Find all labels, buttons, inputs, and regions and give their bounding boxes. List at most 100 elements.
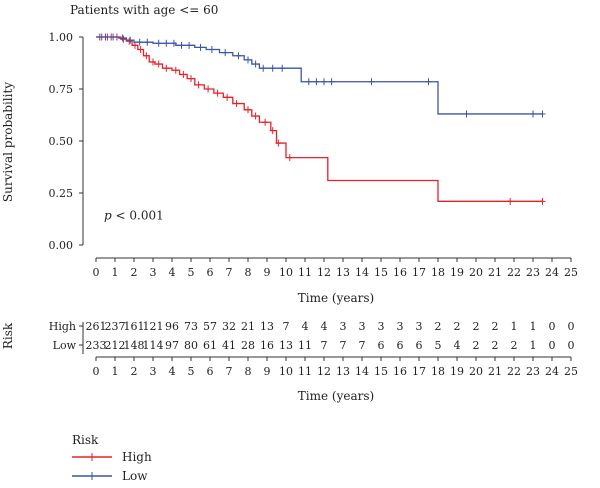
risk-cell: 7 [321, 339, 328, 352]
risk-x-tick-label: 10 [279, 365, 293, 378]
censor-mark-high [205, 85, 212, 93]
x-tick-label: 23 [526, 266, 540, 279]
risk-cell: 212 [105, 339, 126, 352]
censor-mark-high [195, 81, 202, 89]
risk-cell: 16 [260, 339, 274, 352]
x-tick-label: 16 [393, 266, 407, 279]
risk-cell: 61 [203, 339, 217, 352]
legend-entry-high: High [72, 450, 152, 464]
censor-mark-low [208, 45, 215, 53]
risk-cell: 21 [241, 320, 255, 333]
risk-cell: 0 [568, 320, 575, 333]
risk-cell: 2 [492, 320, 499, 333]
risk-x-tick-label: 11 [298, 365, 312, 378]
censor-mark-high [188, 75, 194, 83]
x-tick-label: 13 [336, 266, 350, 279]
censor-mark-low [222, 49, 229, 57]
x-tick-label: 10 [279, 266, 293, 279]
risk-x-tick-label: 3 [150, 365, 157, 378]
x-tick-label: 24 [545, 266, 559, 279]
censor-mark-high [155, 60, 162, 68]
p-value-annotation: p < 0.001 [104, 208, 164, 222]
x-tick-label: 4 [169, 266, 176, 279]
censor-mark-low [155, 39, 162, 47]
x-tick-label: 0 [93, 266, 100, 279]
risk-cell: 6 [397, 339, 404, 352]
risk-x-tick-label: 21 [488, 365, 502, 378]
risk-x-tick-label: 19 [450, 365, 464, 378]
risk-x-tick-label: 9 [264, 365, 271, 378]
risk-x-tick-label: 8 [245, 365, 252, 378]
p-label: p [104, 208, 112, 222]
risk-cell: 5 [435, 339, 442, 352]
censor-mark-high [143, 52, 150, 60]
risk-x-axis-label: Time (years) [298, 389, 374, 403]
x-axis: 0 1 2 3 4 5 6 7 8 9 10 11 12 13 14 15 16 17 18 19 20 21 22 23 24… [93, 257, 578, 279]
censor-mark-high [286, 154, 293, 162]
risk-cell: 32 [222, 320, 236, 333]
censor-mark-high [245, 106, 251, 114]
x-tick-label: 12 [317, 266, 331, 279]
risk-x-tick-label: 25 [564, 365, 578, 378]
risk-x-tick-label: 24 [545, 365, 559, 378]
risk-cell: 4 [321, 320, 328, 333]
censor-mark-low [186, 41, 193, 49]
risk-cell: 4 [302, 320, 309, 333]
risk-cell: 3 [416, 320, 423, 333]
x-tick-label: 5 [188, 266, 195, 279]
x-tick-label: 25 [564, 266, 578, 279]
censor-mark-low [245, 56, 251, 64]
risk-cell: 0 [549, 320, 556, 333]
censor-mark-high [252, 112, 259, 120]
censor-mark-low [279, 64, 286, 72]
y-tick-label: 0.50 [49, 135, 74, 148]
legend: Risk High Low [72, 433, 152, 483]
risk-x-tick-label: 7 [226, 365, 233, 378]
risk-x-tick-label: 0 [93, 365, 100, 378]
x-tick-label: 7 [226, 266, 233, 279]
risk-cell: 0 [549, 339, 556, 352]
risk-row-label: Low [53, 339, 77, 352]
censor-mark-low [530, 110, 536, 118]
x-axis-label: Time (years) [298, 291, 374, 305]
risk-cell: 261 [86, 320, 107, 333]
risk-cell: 2 [473, 320, 480, 333]
x-tick-label: 20 [469, 266, 483, 279]
risk-cell: 0 [568, 339, 575, 352]
censor-mark-low [127, 36, 134, 44]
censor-mark-low [260, 64, 267, 72]
censor-mark-low [305, 78, 312, 86]
x-tick-label: 11 [298, 266, 312, 279]
risk-cell: 11 [298, 339, 312, 352]
risk-cell: 6 [378, 339, 385, 352]
risk-x-tick-label: 4 [169, 365, 176, 378]
risk-table-title: Risk [1, 322, 15, 349]
risk-x-tick-label: 23 [526, 365, 540, 378]
risk-cell: 41 [222, 339, 236, 352]
censor-mark-low [321, 78, 327, 86]
risk-cell: 114 [143, 339, 164, 352]
x-tick-label: 2 [131, 266, 138, 279]
censor-mark-low [98, 33, 105, 41]
risk-cell: 13 [260, 320, 274, 333]
risk-x-tick-label: 5 [188, 365, 195, 378]
risk-x-tick-label: 17 [412, 365, 426, 378]
risk-row-label: High [49, 320, 76, 333]
censor-mark-low [178, 41, 185, 49]
legend-entry-low: Low [72, 469, 148, 483]
risk-cell: 2 [511, 339, 518, 352]
p-value: < 0.001 [112, 208, 164, 222]
risk-x-tick-label: 18 [431, 365, 445, 378]
y-tick-label: 0.00 [49, 239, 74, 252]
censor-mark-high [150, 58, 156, 66]
risk-cell: 2 [435, 320, 442, 333]
risk-x-tick-label: 16 [393, 365, 407, 378]
legend-title: Risk [72, 433, 99, 447]
x-tick-label: 15 [374, 266, 388, 279]
x-tick-label: 6 [207, 266, 214, 279]
x-tick-label: 14 [355, 266, 369, 279]
censor-mark-low [119, 34, 126, 42]
censor-mark-high [172, 66, 179, 74]
risk-cell: 4 [454, 339, 461, 352]
